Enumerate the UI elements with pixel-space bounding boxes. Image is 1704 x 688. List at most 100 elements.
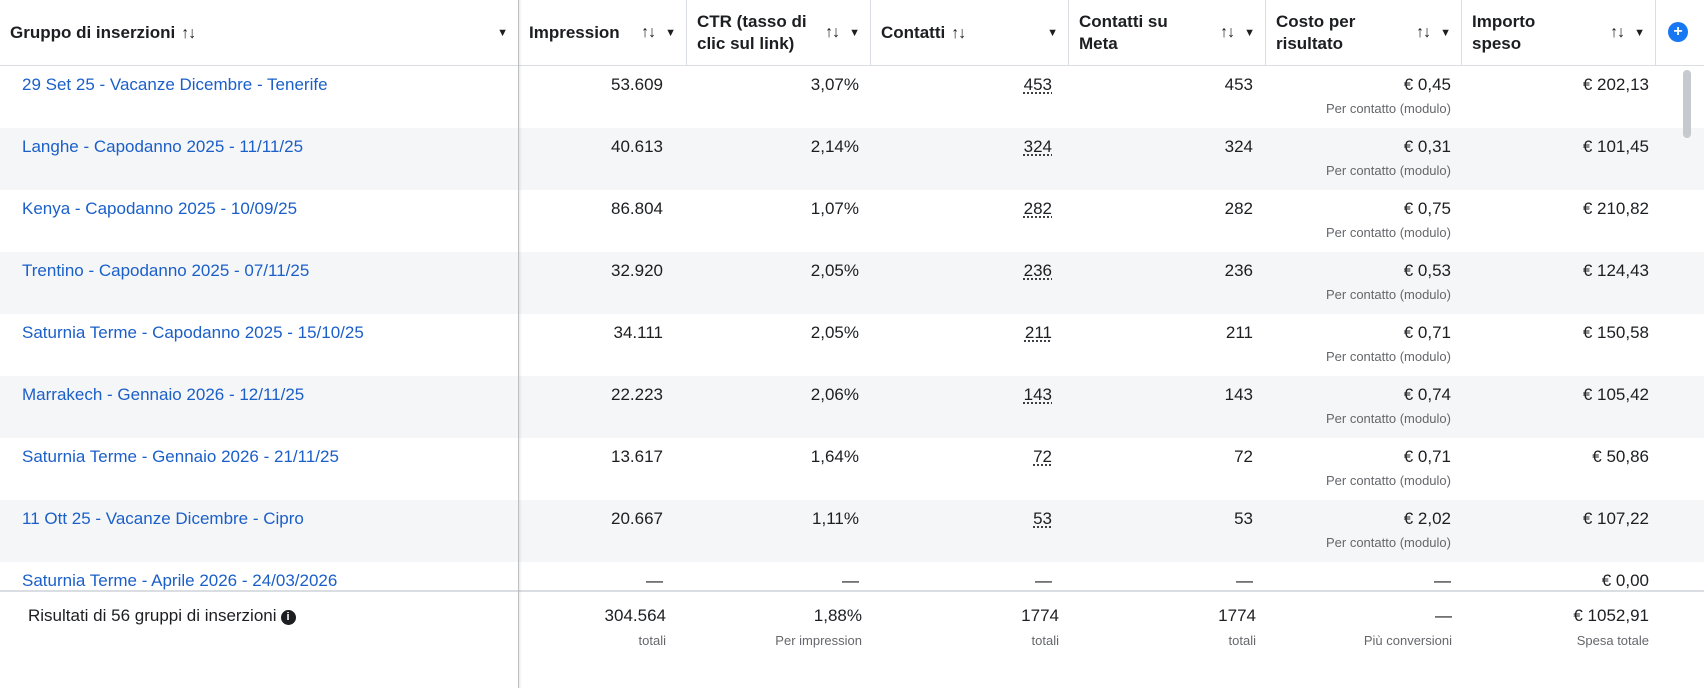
impressions-value: 34.111 bbox=[613, 323, 663, 342]
chevron-down-icon[interactable]: ▼ bbox=[665, 27, 676, 39]
cost-subtext: Per contatto (modulo) bbox=[1325, 349, 1451, 364]
sort-icon[interactable]: ↑↓ bbox=[1220, 24, 1235, 41]
ctr-value: 2,06% bbox=[810, 385, 859, 404]
ctr-value: 1,11% bbox=[812, 509, 859, 528]
meta-contacts-value: 211 bbox=[1225, 323, 1253, 342]
header-cost-label-1: Costo per bbox=[1276, 12, 1356, 31]
ctr-value: 2,05% bbox=[810, 323, 859, 342]
ad-set-name-link[interactable]: Kenya - Capodanno 2025 - 10/09/25 bbox=[22, 199, 298, 218]
contacts-value[interactable]: 72 bbox=[1033, 447, 1052, 466]
sort-icon[interactable]: ↑↓ bbox=[641, 24, 656, 41]
ctr-value: 2,14% bbox=[810, 137, 859, 156]
cost-subtext: Per contatto (modulo) bbox=[1325, 225, 1451, 240]
header-amount-spent[interactable]: Importo speso ↑↓ ▼ bbox=[1462, 0, 1656, 66]
total-contacts-sub: totali bbox=[1031, 633, 1059, 648]
spent-value: € 50,86 bbox=[1592, 447, 1649, 466]
spent-value: € 107,22 bbox=[1582, 509, 1649, 528]
total-ctr: 1,88% bbox=[813, 606, 862, 625]
table-row: Kenya - Capodanno 2025 - 10/09/25 86.804… bbox=[0, 190, 1704, 252]
total-ctr-sub: Per impression bbox=[775, 633, 862, 648]
table-row: Saturnia Terme - Gennaio 2026 - 21/11/25… bbox=[0, 438, 1704, 500]
contacts-value[interactable]: 211 bbox=[1024, 323, 1052, 342]
total-meta-contacts: 1774 bbox=[1218, 606, 1256, 625]
total-impressions-sub: totali bbox=[638, 633, 666, 648]
table-footer-totals: Risultati di 56 gruppi di inserzioni i 30… bbox=[0, 590, 1704, 688]
header-contacts[interactable]: Contatti ↑↓ ▼ bbox=[871, 0, 1069, 66]
chevron-down-icon[interactable]: ▼ bbox=[1244, 27, 1255, 39]
frozen-column-shadow bbox=[518, 0, 522, 688]
header-meta-label-1: Contatti su bbox=[1079, 12, 1168, 31]
table-row: 29 Set 25 - Vacanze Dicembre - Tenerife … bbox=[0, 66, 1704, 128]
cost-subtext: Per contatto (modulo) bbox=[1325, 411, 1451, 426]
header-meta-label-2: Meta bbox=[1079, 34, 1118, 53]
add-column-icon[interactable]: + bbox=[1668, 22, 1688, 42]
cost-subtext: Per contatto (modulo) bbox=[1325, 287, 1451, 302]
ctr-value: — bbox=[842, 571, 859, 590]
cost-subtext: Per contatto (modulo) bbox=[1325, 101, 1451, 116]
ad-set-name-link[interactable]: Saturnia Terme - Aprile 2026 - 24/03/202… bbox=[22, 571, 338, 590]
chevron-down-icon[interactable]: ▼ bbox=[497, 27, 508, 39]
ctr-value: 3,07% bbox=[810, 75, 859, 94]
header-ctr[interactable]: CTR (tasso di clic sul link) ↑↓ ▼ bbox=[687, 0, 871, 66]
chevron-down-icon[interactable]: ▼ bbox=[1440, 27, 1451, 39]
ad-set-name-link[interactable]: Saturnia Terme - Capodanno 2025 - 15/10/… bbox=[22, 323, 364, 342]
ad-set-name-link[interactable]: 11 Ott 25 - Vacanze Dicembre - Cipro bbox=[22, 509, 304, 528]
header-cost-per-result[interactable]: Costo per risultato ↑↓ ▼ bbox=[1266, 0, 1462, 66]
meta-contacts-value: 143 bbox=[1224, 385, 1253, 404]
table-row: Saturnia Terme - Capodanno 2025 - 15/10/… bbox=[0, 314, 1704, 376]
sort-icon[interactable]: ↑↓ bbox=[951, 24, 966, 42]
vertical-scrollbar[interactable] bbox=[1683, 70, 1691, 138]
header-meta-contacts[interactable]: Contatti su Meta ↑↓ ▼ bbox=[1069, 0, 1266, 66]
spent-value: € 202,13 bbox=[1582, 75, 1649, 94]
contacts-value[interactable]: 453 bbox=[1023, 75, 1052, 94]
cost-subtext: Per contatto (modulo) bbox=[1325, 163, 1451, 178]
header-spent-label-1: Importo bbox=[1472, 12, 1536, 31]
contacts-value[interactable]: 282 bbox=[1023, 199, 1052, 218]
chevron-down-icon[interactable]: ▼ bbox=[1047, 27, 1058, 39]
sort-icon[interactable]: ↑↓ bbox=[1610, 24, 1625, 41]
table-header: Gruppo di inserzioni ↑↓ ▼ Impression ↑↓ ▼… bbox=[0, 0, 1704, 66]
ad-set-name-link[interactable]: Langhe - Capodanno 2025 - 11/11/25 bbox=[22, 137, 304, 156]
ctr-value: 1,64% bbox=[810, 447, 859, 466]
ad-set-name-link[interactable]: 29 Set 25 - Vacanze Dicembre - Tenerife bbox=[22, 75, 328, 94]
results-summary-label: Risultati di 56 gruppi di inserzioni bbox=[28, 606, 277, 625]
cost-subtext: Per contatto (modulo) bbox=[1325, 535, 1451, 550]
ctr-value: 1,07% bbox=[810, 199, 859, 218]
header-impressions-label: Impression bbox=[529, 23, 620, 42]
results-summary: Risultati di 56 gruppi di inserzioni i bbox=[28, 606, 296, 626]
total-meta-contacts-sub: totali bbox=[1228, 633, 1256, 648]
header-impressions[interactable]: Impression ↑↓ ▼ bbox=[519, 0, 687, 66]
frozen-column-divider bbox=[518, 0, 519, 688]
chevron-down-icon[interactable]: ▼ bbox=[1634, 27, 1645, 39]
total-spent: € 1052,91 bbox=[1573, 606, 1649, 625]
ad-set-name-link[interactable]: Marrakech - Gennaio 2026 - 12/11/25 bbox=[22, 385, 305, 404]
header-ad-set-name[interactable]: Gruppo di inserzioni ↑↓ ▼ bbox=[0, 0, 519, 66]
impressions-value: 13.617 bbox=[611, 447, 663, 466]
contacts-value[interactable]: 53 bbox=[1033, 509, 1052, 528]
contacts-value[interactable]: 324 bbox=[1023, 137, 1052, 156]
ad-set-name-link[interactable]: Trentino - Capodanno 2025 - 07/11/25 bbox=[22, 261, 310, 280]
spent-value: € 150,58 bbox=[1582, 323, 1649, 342]
spent-value: € 210,82 bbox=[1582, 199, 1649, 218]
total-cost: — bbox=[1435, 606, 1452, 625]
spent-value: € 101,45 bbox=[1582, 137, 1649, 156]
table-row: Marrakech - Gennaio 2026 - 12/11/25 22.2… bbox=[0, 376, 1704, 438]
ctr-value: 2,05% bbox=[810, 261, 859, 280]
sort-icon[interactable]: ↑↓ bbox=[825, 24, 840, 41]
header-contacts-label: Contatti bbox=[881, 22, 946, 42]
info-icon[interactable]: i bbox=[280, 610, 296, 625]
total-cost-sub: Più conversioni bbox=[1363, 633, 1452, 648]
chevron-down-icon[interactable]: ▼ bbox=[849, 27, 860, 39]
sort-icon[interactable]: ↑↓ bbox=[1416, 24, 1431, 41]
contacts-value[interactable]: 143 bbox=[1023, 385, 1052, 404]
spent-value: € 105,42 bbox=[1582, 385, 1649, 404]
cost-value: € 0,31 bbox=[1403, 137, 1451, 156]
meta-contacts-value: 236 bbox=[1224, 261, 1253, 280]
ad-set-name-link[interactable]: Saturnia Terme - Gennaio 2026 - 21/11/25 bbox=[22, 447, 339, 466]
cost-value: € 0,71 bbox=[1403, 447, 1451, 466]
cost-value: — bbox=[1434, 571, 1451, 590]
contacts-value[interactable]: 236 bbox=[1023, 261, 1052, 280]
table-row: Saturnia Terme - Aprile 2026 - 24/03/202… bbox=[0, 562, 1704, 590]
sort-icon[interactable]: ↑↓ bbox=[181, 24, 196, 42]
